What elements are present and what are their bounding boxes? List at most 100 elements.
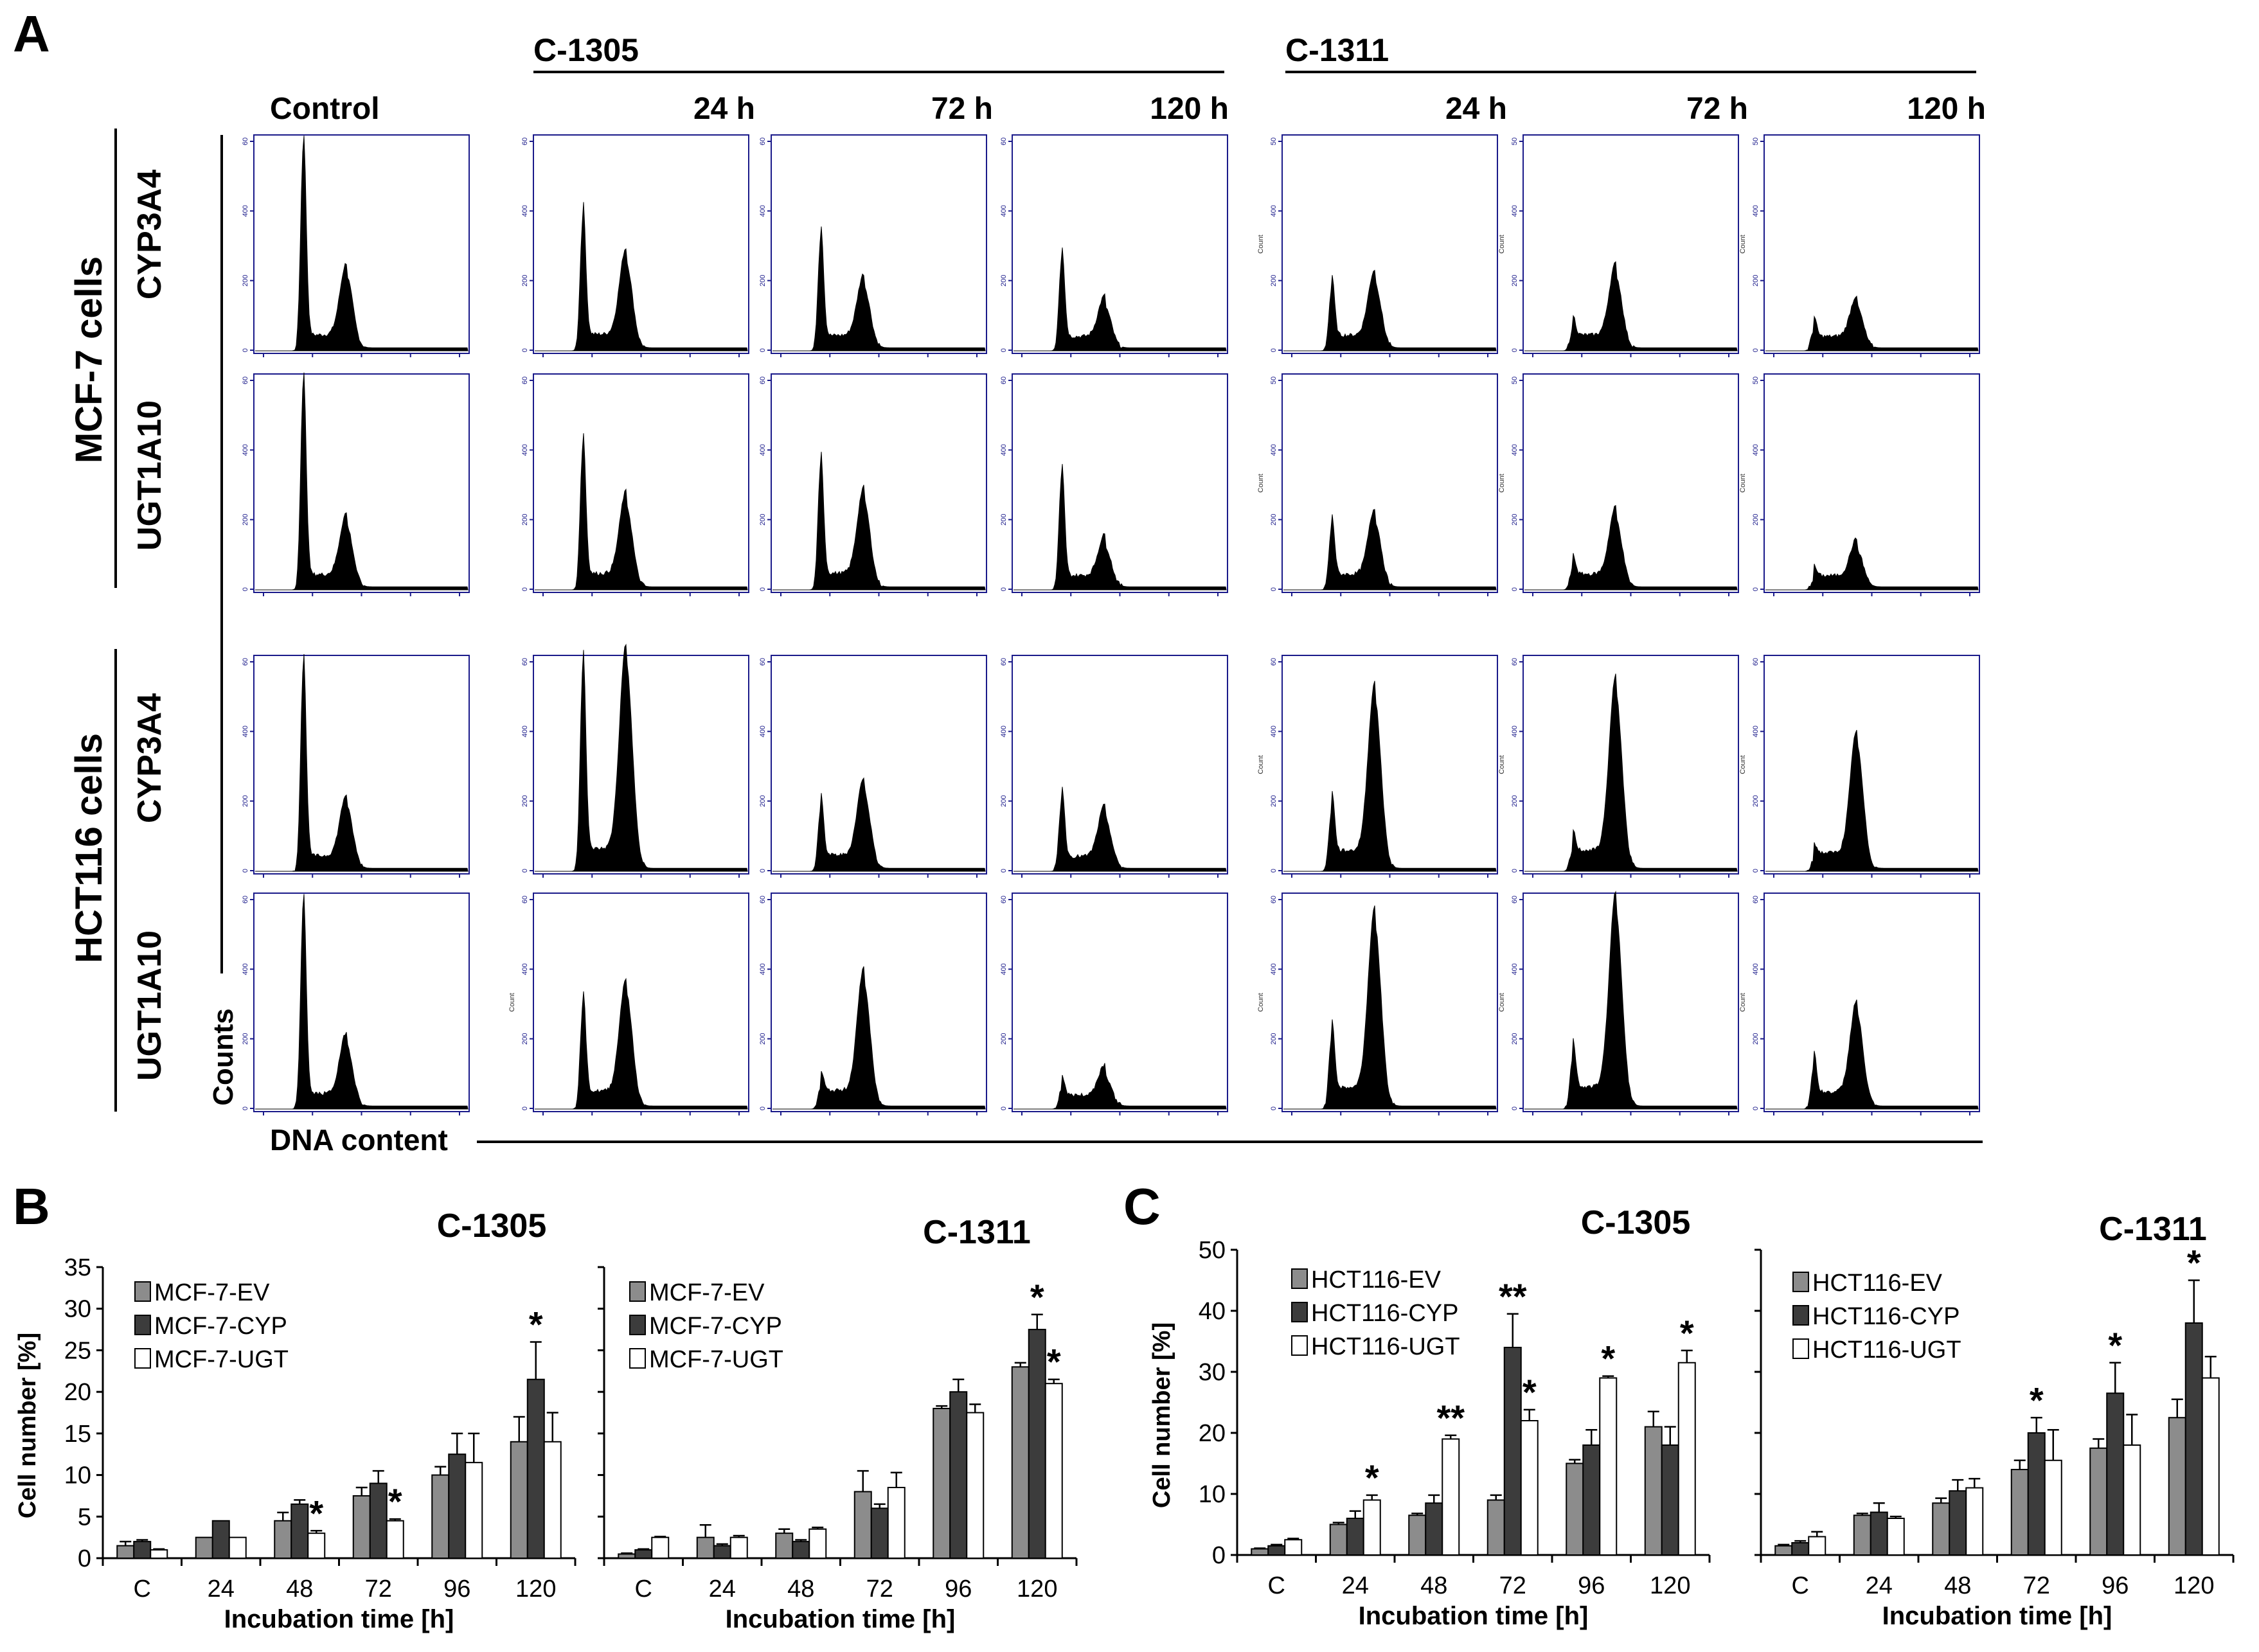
histogram-tick-label: 400	[1752, 444, 1760, 456]
histogram-frame	[771, 655, 987, 875]
histogram-frame	[253, 655, 470, 875]
histogram-trace	[1524, 891, 1738, 1110]
bar-MCF-7-EV	[853, 1491, 872, 1559]
histogram-trace	[1013, 464, 1227, 591]
histogram-trace	[1013, 1063, 1227, 1110]
chart-title: C-1305	[437, 1207, 547, 1245]
bar-HCT116-EV	[1774, 1545, 1793, 1556]
bar-HCT116-EV	[1251, 1548, 1269, 1556]
bar-MCF-7-UGT	[729, 1536, 748, 1559]
bar-HCT116-CYP	[1582, 1444, 1601, 1556]
histogram-panel-r2-c4: 0 200 400 60 Count	[1257, 655, 1498, 878]
histogram-trace	[772, 777, 986, 872]
histogram-frame	[253, 893, 470, 1112]
bar-MCF-7-CYP	[713, 1545, 731, 1559]
dna-content-label: DNA content	[270, 1123, 448, 1157]
histogram-tick-label: 200	[1511, 1033, 1519, 1044]
counts-axis-label: Counts	[208, 1008, 239, 1106]
chart-title: C-1305	[1581, 1204, 1691, 1241]
histogram-tick-label: 0	[759, 869, 767, 873]
histogram-frame	[771, 134, 987, 354]
bar-MCF-7-EV	[618, 1553, 636, 1559]
histogram-frame	[1012, 893, 1228, 1112]
histogram-panel-r1-c1: 0 200 400 60	[521, 373, 749, 596]
bar-HCT116-UGT	[1965, 1487, 1984, 1556]
histogram-count-label: Count	[1257, 993, 1265, 1011]
x-tick-label: 72	[365, 1576, 392, 1603]
histogram-tick-label: 400	[1752, 963, 1760, 975]
x-tick-label: 24	[709, 1576, 736, 1603]
histogram-tick-label: 200	[1270, 274, 1278, 286]
legend-swatch	[1291, 1268, 1308, 1289]
histogram-trace	[1765, 730, 1979, 872]
bar-HCT116-CYP	[1503, 1347, 1522, 1556]
bar-HCT116-EV	[1487, 1499, 1505, 1556]
histogram-frame	[533, 373, 749, 593]
histogram-tick-label: 60	[1511, 658, 1519, 666]
x-tick-label: 120	[2174, 1572, 2214, 1599]
histogram-tick-label: 60	[1752, 658, 1760, 666]
bar-MCF-7-EV	[775, 1532, 794, 1559]
bar-HCT116-EV	[1853, 1514, 1871, 1556]
bar-HCT116-UGT	[1677, 1362, 1696, 1556]
row-label-mcf7-cyp3a4: CYP3A4	[131, 170, 168, 299]
significance-marker: *	[1030, 1277, 1044, 1317]
histogram-trace	[1013, 247, 1227, 351]
histogram-tick-label: 400	[1511, 725, 1519, 737]
bar-MCF-7-EV	[933, 1408, 951, 1559]
histogram-tick-label: 400	[759, 963, 767, 975]
y-axis-label: Cell number [%]	[14, 1333, 41, 1518]
significance-marker: *	[309, 1493, 323, 1533]
bar-MCF-7-CYP	[949, 1391, 968, 1559]
histogram-count-label: Count	[1498, 993, 1506, 1011]
x-tick-label: 72	[2023, 1572, 2050, 1599]
histogram-tick-label: 200	[1511, 513, 1519, 525]
histogram-count-label: Count	[1257, 235, 1265, 253]
bar-MCF-7-CYP	[792, 1541, 810, 1559]
histogram-tick-label: 60	[1000, 896, 1008, 903]
significance-marker: *	[1680, 1313, 1694, 1353]
bar-HCT116-CYP	[2027, 1432, 2046, 1556]
histogram-tick-label: 400	[759, 725, 767, 737]
col-header-c1311-24h: 24 h	[1445, 92, 1507, 126]
histogram-tick-label: 0	[1000, 869, 1008, 873]
significance-marker: *	[2108, 1325, 2122, 1365]
bar-charts: C-1305 0 5 10 15 20 25 30 35 Cell number [%] C 24 48…	[14, 1204, 2235, 1633]
histogram-tick-label: 0	[1511, 348, 1519, 352]
histogram-trace	[1765, 295, 1979, 351]
panel-label-c: C	[1123, 1178, 1161, 1235]
histogram-tick-label: 200	[1000, 795, 1008, 806]
histogram-tick-label: 0	[1270, 869, 1278, 873]
x-tick-label: 72	[866, 1576, 893, 1603]
legend-swatch	[629, 1281, 646, 1302]
histogram-tick-label: 0	[1511, 1106, 1519, 1110]
bar-chart-2: C-1305 0 10 20 30 40 50 Cell number [%] C 24 48 72 9…	[1148, 1204, 1711, 1630]
histogram-trace	[535, 643, 748, 872]
x-tick-label: 24	[1342, 1572, 1369, 1599]
bar-HCT116-CYP	[1267, 1545, 1286, 1556]
row-label-hct116-cyp3a4: CYP3A4	[131, 693, 168, 823]
bar-HCT116-UGT	[2044, 1459, 2062, 1556]
legend-swatch	[1291, 1335, 1308, 1356]
x-tick-label: 96	[945, 1576, 972, 1603]
histogram-tick-label: 200	[1000, 1033, 1008, 1044]
histogram-panel-r0-c6: 0 200 400 50 Count	[1739, 134, 1980, 357]
legend-label: MCF-7-EV	[649, 1279, 765, 1306]
histogram-panel-r2-c0: 0 200 400 60	[242, 653, 470, 878]
row-label-mcf7-ugt1a10: UGT1A10	[131, 400, 168, 551]
y-tick-label: 20	[64, 1379, 91, 1406]
histogram-tick-label: 60	[759, 658, 767, 666]
histogram-tick-label: 60	[521, 377, 529, 384]
col-header-c1305-72h: 72 h	[931, 92, 993, 126]
histogram-trace	[535, 433, 748, 591]
legend-label: MCF-7-CYP	[154, 1313, 287, 1340]
histogram-tick-label: 60	[1000, 377, 1008, 384]
chart-title: C-1311	[923, 1214, 1031, 1251]
bar-HCT116-UGT	[2123, 1444, 2141, 1556]
histogram-tick-label: 60	[521, 896, 529, 903]
histogram-count-label: Count	[1739, 235, 1747, 253]
histogram-count-label: Count	[1257, 474, 1265, 492]
histogram-tick-label: 200	[1511, 795, 1519, 806]
bar-MCF-7-EV	[431, 1474, 450, 1559]
histogram-tick-label: 400	[1752, 205, 1760, 217]
